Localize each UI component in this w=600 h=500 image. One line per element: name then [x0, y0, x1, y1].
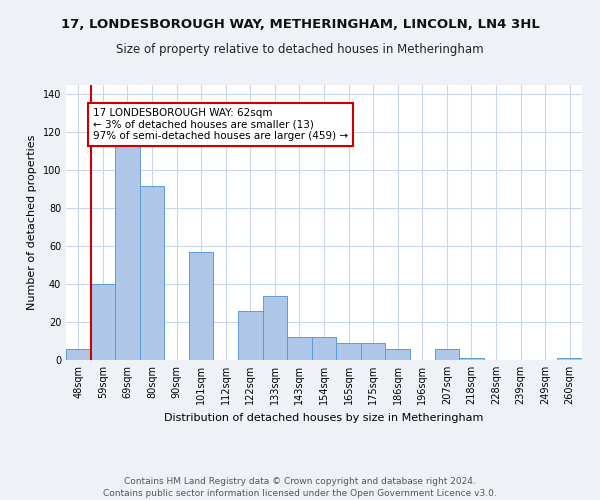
Bar [115, 144, 140, 360]
Text: 17 LONDESBOROUGH WAY: 62sqm
← 3% of detached houses are smaller (13)
97% of semi: 17 LONDESBOROUGH WAY: 62sqm ← 3% of deta… [93, 108, 348, 141]
Bar [459, 358, 484, 360]
Y-axis label: Number of detached properties: Number of detached properties [27, 135, 37, 310]
Bar [312, 337, 336, 360]
X-axis label: Distribution of detached houses by size in Metheringham: Distribution of detached houses by size … [164, 412, 484, 422]
Text: Size of property relative to detached houses in Metheringham: Size of property relative to detached ho… [116, 42, 484, 56]
Bar [287, 337, 312, 360]
Bar [361, 343, 385, 360]
Bar [238, 310, 263, 360]
Text: Contains HM Land Registry data © Crown copyright and database right 2024.
Contai: Contains HM Land Registry data © Crown c… [103, 476, 497, 498]
Bar [385, 348, 410, 360]
Bar [336, 343, 361, 360]
Bar [189, 252, 214, 360]
Bar [434, 348, 459, 360]
Text: 17, LONDESBOROUGH WAY, METHERINGHAM, LINCOLN, LN4 3HL: 17, LONDESBOROUGH WAY, METHERINGHAM, LIN… [61, 18, 539, 30]
Bar [66, 348, 91, 360]
Bar [557, 358, 582, 360]
Bar [263, 296, 287, 360]
Bar [91, 284, 115, 360]
Bar [140, 186, 164, 360]
